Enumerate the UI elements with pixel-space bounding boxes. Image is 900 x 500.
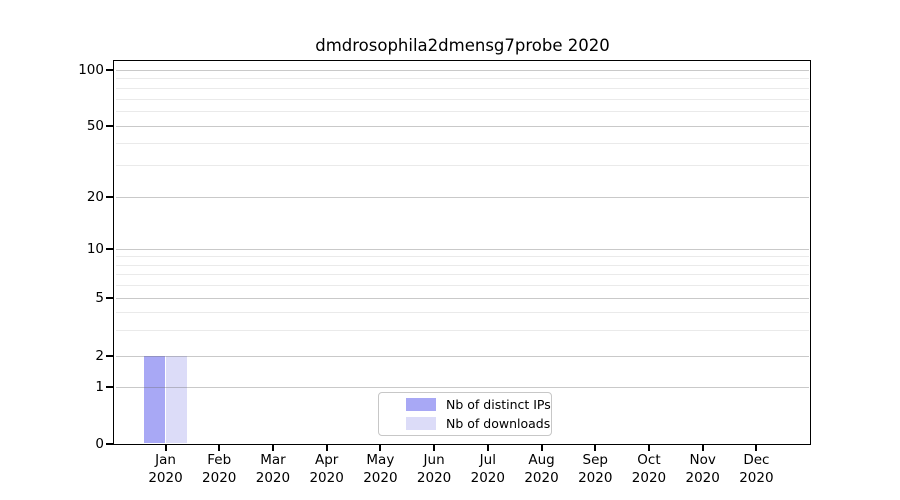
x-tick-mark [325,445,328,451]
gridline-minor [116,274,809,276]
x-tick-mark [701,445,704,451]
gridline-minor [116,110,809,112]
gridline-minor [116,312,809,314]
gridline-major [116,298,809,299]
gridline-minor [116,165,809,167]
gridline-major [116,125,809,127]
gridline-minor [116,264,809,266]
y-tick-label: 100 [78,62,104,78]
x-tick-mark [594,445,597,451]
x-tick-mark [647,445,650,451]
y-tick-mark [106,297,114,299]
legend-label-downloads: Nb of downloads [446,416,551,431]
gridline-minor [116,256,809,258]
bar-nb-of-downloads [165,356,188,443]
x-tick-mark [379,445,382,451]
gridline-minor [116,78,809,80]
x-tick-label: Jun 2020 [416,452,452,486]
y-tick-mark [106,442,114,445]
x-tick-mark [271,445,274,451]
gridline-major [116,387,809,388]
x-tick-mark [433,445,436,451]
x-tick-label: Aug 2020 [524,452,559,486]
gridline-minor [116,330,809,332]
legend-swatch-downloads [406,417,436,430]
x-tick-label: Oct 2020 [631,452,667,486]
x-tick-label: Jul 2020 [470,452,505,486]
plot-area [113,60,811,445]
y-tick-mark [106,355,114,357]
y-tick-label: 10 [86,241,104,257]
gridline-minor [116,285,809,287]
legend-item-downloads: Nb of downloads [406,416,551,431]
gridline-minor [116,142,809,144]
gridline-major [116,197,809,198]
y-tick-mark [106,124,114,127]
x-tick-label: Dec 2020 [739,452,774,486]
y-tick-label: 20 [86,189,104,205]
gridline-minor [116,98,809,100]
y-tick-label: 50 [86,117,104,134]
x-tick-label: Nov 2020 [685,452,720,486]
x-tick-label: Mar 2020 [255,452,291,486]
y-tick-label: 0 [95,435,104,452]
y-tick-mark [106,386,114,388]
y-tick-label: 5 [95,290,104,306]
x-tick-mark [486,445,489,451]
y-tick-label: 1 [95,379,104,395]
gridline-major [116,249,809,250]
x-tick-mark [540,445,543,451]
legend: Nb of distinct IPs Nb of downloads [378,392,552,436]
x-tick-label: Apr 2020 [309,452,344,486]
y-tick-mark [106,196,114,198]
y-tick-mark [106,248,114,250]
x-tick-mark [755,445,758,451]
x-tick-label: Feb 2020 [202,452,237,486]
chart-title: dmdrosophila2dmensg7probe 2020 [315,36,610,55]
x-tick-label: Sep 2020 [578,452,613,486]
legend-item-distinct-ips: Nb of distinct IPs [406,397,551,412]
x-tick-mark [164,445,167,451]
gridline-major [116,356,809,357]
y-tick-mark [106,69,114,71]
y-tick-label: 2 [95,348,104,364]
x-tick-label: Jan 2020 [148,452,183,486]
bar-nb-of-distinct-ips [143,356,166,443]
gridline-minor [116,87,809,89]
x-tick-label: May 2020 [363,452,398,486]
gridline-major [116,70,809,71]
legend-label-distinct-ips: Nb of distinct IPs [446,397,551,412]
x-tick-mark [218,445,221,451]
legend-swatch-distinct-ips [406,398,436,411]
